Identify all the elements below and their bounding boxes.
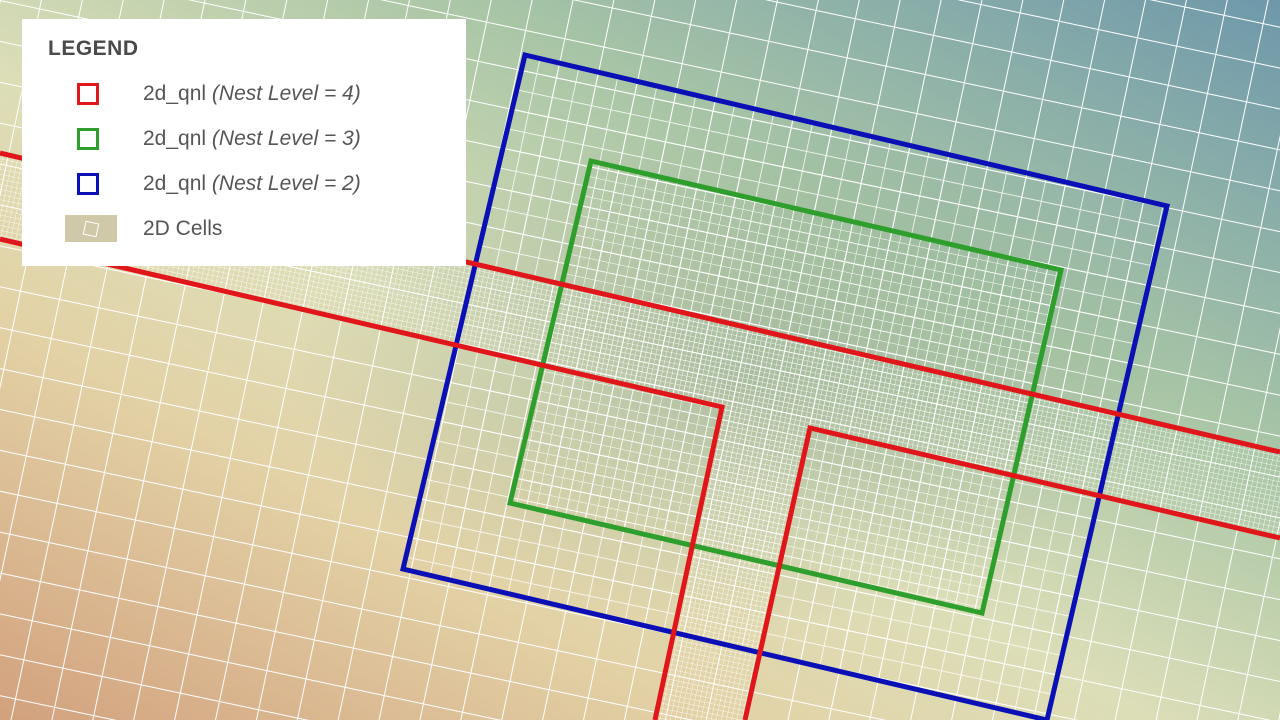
- legend-item-name: 2d_qnl: [143, 81, 207, 105]
- legend-item-name: 2d_qnl: [143, 126, 207, 150]
- legend-item-nest-4: 2d_qnl (Nest Level = 4): [48, 71, 440, 116]
- legend-panel: LEGEND 2d_qnl (Nest Level = 4) 2d_qnl (N…: [22, 19, 466, 266]
- red-square-icon: [77, 82, 99, 105]
- blue-square-icon: [77, 172, 99, 195]
- legend-item-detail: (Nest Level = 2): [211, 171, 361, 195]
- legend-item-nest-3: 2d_qnl (Nest Level = 3): [48, 116, 440, 161]
- nest-level-4-cells: [0, 153, 1280, 720]
- green-square-icon: [77, 127, 99, 150]
- legend-item-detail: (Nest Level = 3): [211, 126, 361, 150]
- nest-level-2-boundary[interactable]: [399, 51, 1171, 720]
- nest-level-4-boundary-right[interactable]: [742, 424, 1280, 720]
- nest-level-3-boundary[interactable]: [506, 158, 1064, 617]
- nest-level-4-boundary-lower[interactable]: [0, 236, 725, 720]
- legend-title: LEGEND: [48, 37, 139, 60]
- cell-swatch-icon: [65, 215, 117, 242]
- legend-item-nest-2: 2d_qnl (Nest Level = 2): [48, 161, 440, 206]
- legend-item-2d-cells: 2D Cells: [48, 206, 440, 251]
- legend-item-detail: (Nest Level = 4): [211, 81, 361, 105]
- legend-item-name: 2D Cells: [143, 216, 223, 240]
- legend-item-name: 2d_qnl: [143, 171, 207, 195]
